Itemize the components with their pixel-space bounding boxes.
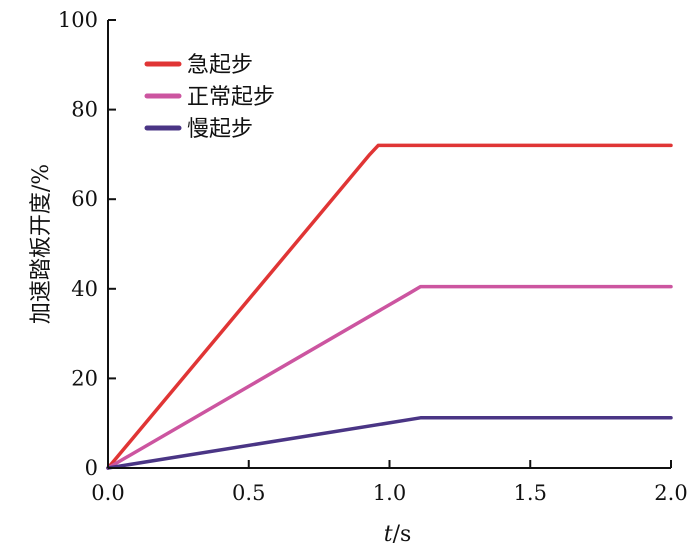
- legend-label-3: 慢起步: [187, 117, 253, 142]
- series-layer: [106, 143, 673, 470]
- ticks-layer: 0 20 40 60 80 100 0.0 0.5 1.0 1.5 2.0: [58, 8, 688, 505]
- series-line-1: [106, 143, 673, 470]
- x-axis-label-unit: /s: [393, 522, 412, 547]
- x-tick-label: 1.0: [373, 481, 406, 505]
- x-tick-label: 2.0: [654, 481, 687, 505]
- x-axis-label: t/s: [384, 522, 412, 547]
- y-tick-label: 80: [71, 98, 98, 122]
- x-tick-label: 0.0: [91, 481, 124, 505]
- y-tick-label: 60: [71, 187, 98, 211]
- series-line-2: [106, 284, 673, 470]
- series-line-3: [106, 416, 673, 470]
- y-tick-label: 0: [85, 456, 98, 480]
- y-tick-label: 100: [58, 8, 98, 32]
- y-axis-label: 加速踏板开度/%: [29, 164, 54, 324]
- y-tick-label: 20: [71, 366, 98, 390]
- x-tick-label: 1.5: [514, 481, 547, 505]
- legend-label-1: 急起步: [187, 53, 253, 78]
- legend-label-2: 正常起步: [187, 85, 275, 110]
- x-tick-label: 0.5: [232, 481, 265, 505]
- x-axis-label-variable: t: [384, 522, 393, 547]
- y-tick-label: 40: [71, 277, 98, 301]
